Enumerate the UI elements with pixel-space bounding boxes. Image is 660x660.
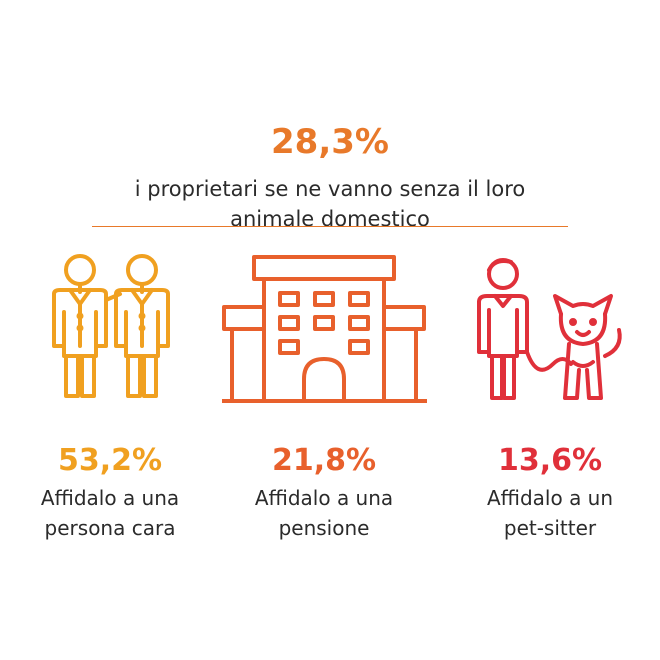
item-value-3: 13,6%	[497, 443, 603, 478]
person-with-dog-icon	[477, 258, 622, 400]
item-label-2: Affidalo a una pensione	[214, 483, 434, 543]
people-icon	[52, 254, 170, 398]
item-label-1-line1: Affidalo a una	[40, 486, 180, 510]
item-label-3-line2: pet-sitter	[503, 516, 597, 540]
item-label-2-line1: Affidalo a una	[254, 486, 394, 510]
building-icon	[222, 255, 427, 403]
headline-value: 28,3%	[271, 122, 389, 162]
item-label-2-line2: pensione	[278, 516, 370, 540]
headline-text: i proprietari se ne vanno senza il loro …	[134, 177, 526, 231]
item-label-3-line1: Affidalo a un	[486, 486, 614, 510]
divider	[92, 226, 568, 227]
item-value-1: 53,2%	[57, 443, 163, 478]
item-label-3: Affidalo a un pet-sitter	[440, 483, 660, 543]
item-label-1: Affidalo a una persona cara	[0, 483, 220, 543]
item-label-1-line2: persona cara	[44, 516, 176, 540]
item-value-2: 21,8%	[271, 443, 377, 478]
